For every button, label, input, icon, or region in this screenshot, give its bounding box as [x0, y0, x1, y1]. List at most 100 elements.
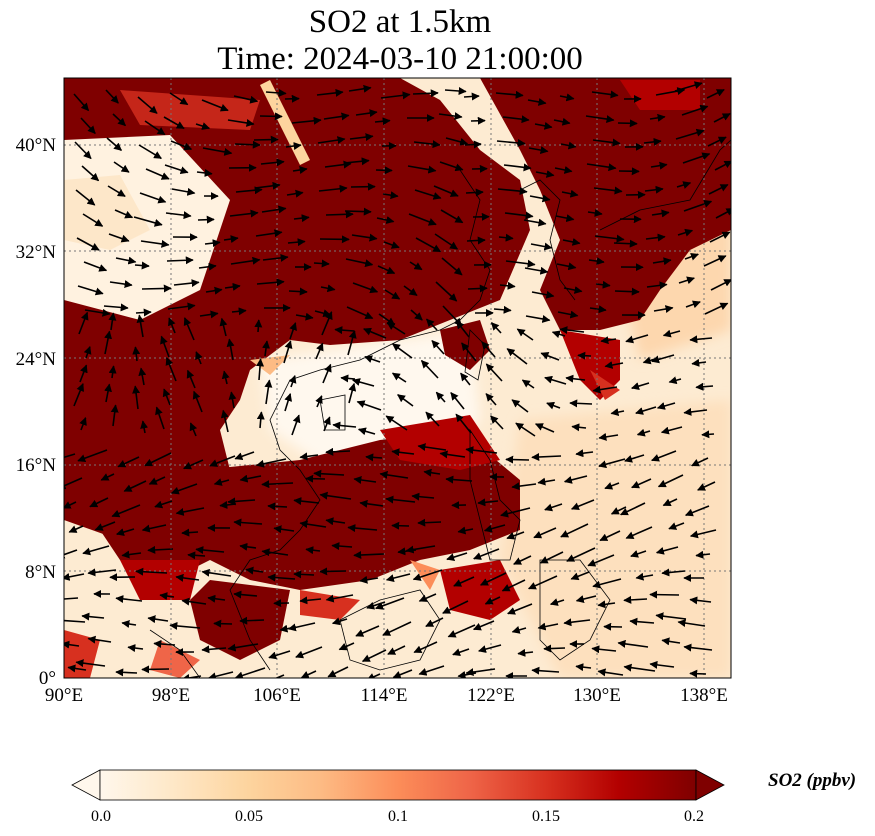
wind-arrow	[363, 327, 387, 339]
wind-arrow	[299, 520, 327, 529]
so2-concentration-field	[64, 78, 731, 678]
wind-arrow	[588, 257, 605, 266]
wind-arrow	[323, 416, 331, 432]
wind-arrow	[446, 552, 468, 561]
wind-arrow	[295, 312, 314, 321]
colorbar-tick-label: 0.05	[235, 808, 263, 825]
wind-arrow	[110, 404, 119, 427]
wind-arrow	[587, 209, 603, 217]
wind-arrow	[364, 355, 381, 363]
wind-arrow	[318, 184, 348, 193]
wind-arrow	[570, 571, 590, 581]
wind-arrow	[689, 335, 713, 344]
wind-arrow	[644, 185, 664, 194]
wind-arrow	[683, 200, 713, 212]
wind-arrow	[181, 528, 199, 537]
wind-arrow	[77, 449, 108, 463]
wind-arrow	[209, 455, 236, 467]
wind-arrow	[163, 116, 185, 130]
wind-arrow	[108, 233, 130, 243]
wind-arrow	[325, 594, 354, 603]
wind-arrow	[434, 233, 459, 250]
wind-arrow	[64, 501, 77, 509]
wind-arrow	[169, 621, 201, 630]
wind-arrow	[563, 286, 583, 294]
wind-arrow	[563, 475, 588, 484]
wind-arrow	[645, 233, 666, 242]
wind-arrow	[169, 92, 189, 106]
wind-arrow	[385, 415, 408, 431]
wind-arrow	[325, 210, 354, 219]
wind-arrow	[537, 477, 556, 486]
wind-arrow	[141, 524, 167, 533]
wind-arrow	[379, 470, 409, 479]
wind-arrow	[376, 216, 395, 224]
wind-arrow	[385, 573, 411, 583]
wind-arrow	[701, 430, 715, 439]
wind-arrow	[465, 668, 496, 677]
lat-tick-label: 40°N	[16, 135, 57, 156]
wind-arrow	[260, 158, 285, 167]
wind-arrow	[461, 342, 477, 362]
wind-arrow	[153, 639, 176, 648]
wind-arrow	[197, 215, 215, 224]
wind-arrow	[592, 578, 622, 589]
wind-arrow	[230, 256, 261, 265]
wind-arrow	[546, 401, 561, 410]
wind-arrow	[490, 415, 504, 430]
colorbar-tick-label: 0.1	[388, 808, 408, 825]
wind-arrow	[199, 310, 219, 319]
wind-arrow	[646, 281, 668, 290]
wind-arrow	[619, 502, 646, 516]
wind-arrow	[479, 572, 507, 586]
wind-arrow	[649, 113, 666, 122]
wind-arrow	[75, 659, 106, 668]
wind-arrow	[287, 238, 306, 247]
wind-arrow	[392, 669, 413, 678]
wind-arrow	[283, 340, 293, 364]
wind-arrow	[224, 282, 241, 291]
wind-arrow	[556, 262, 577, 271]
wind-arrow	[553, 117, 571, 126]
wind-arrow	[189, 422, 198, 437]
wind-arrow	[205, 286, 223, 295]
wind-arrow	[285, 142, 302, 150]
wind-arrow	[76, 237, 100, 251]
wind-arrow	[413, 140, 441, 149]
wind-arrow	[555, 214, 575, 223]
wind-arrow	[148, 476, 166, 485]
wind-arrow	[359, 575, 379, 584]
wind-arrow	[121, 550, 142, 559]
wind-arrow	[234, 140, 261, 149]
wind-arrow	[599, 530, 621, 542]
wind-arrow	[685, 300, 701, 309]
wind-arrow	[677, 619, 706, 628]
wind-arrow	[559, 93, 575, 102]
wind-arrow	[515, 422, 536, 437]
wind-arrow	[527, 97, 547, 106]
wind-arrow	[267, 502, 288, 511]
wind-arrow	[254, 181, 281, 190]
wind-arrow	[198, 262, 217, 271]
wind-arrow	[195, 122, 211, 130]
wind-arrow	[219, 317, 228, 337]
wind-arrow	[595, 280, 611, 289]
wind-arrow	[167, 302, 196, 311]
wind-arrow	[604, 482, 620, 490]
wind-arrow	[674, 81, 703, 92]
wind-arrow	[708, 183, 729, 195]
wind-arrow	[561, 189, 579, 198]
wind-arrow	[623, 663, 656, 672]
wind-arrow	[366, 673, 381, 678]
wind-arrow	[359, 499, 384, 508]
wind-arrow	[433, 185, 459, 197]
lon-tick-label: 98°E	[152, 685, 190, 706]
map-title-line2: Time: 2024-03-10 21:00:00	[217, 41, 583, 77]
wind-arrow	[147, 615, 169, 624]
wind-arrow	[228, 391, 237, 409]
wind-arrow	[695, 550, 711, 559]
wind-arrow	[84, 308, 111, 317]
wind-arrow	[695, 382, 714, 391]
wind-arrow	[135, 308, 152, 317]
